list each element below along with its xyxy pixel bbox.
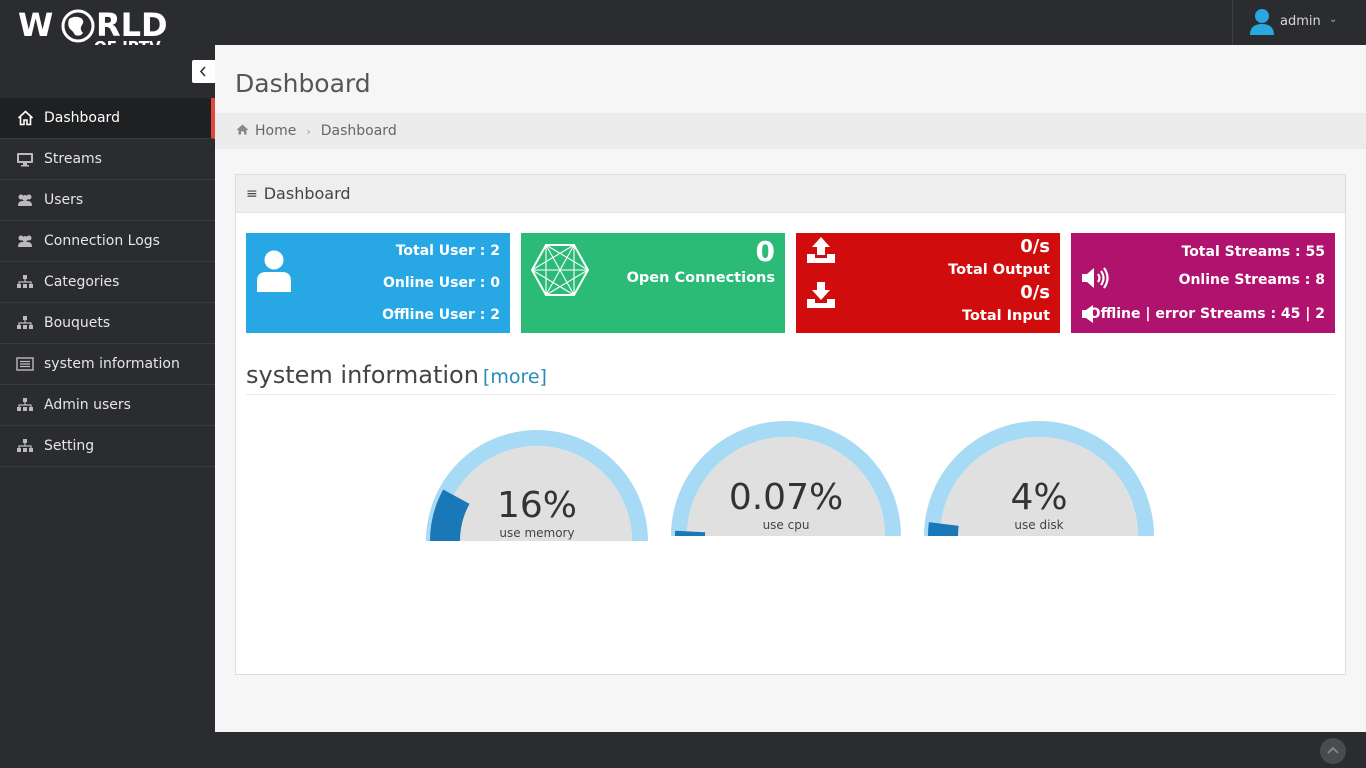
panel-title: Dashboard	[263, 184, 351, 203]
panel-header: ≡ Dashboard	[236, 175, 1345, 213]
chevron-left-icon	[199, 66, 206, 77]
user-avatar-icon	[1250, 9, 1274, 35]
online-users-text: Online User : 0	[383, 275, 500, 291]
sidebar-item-label: Setting	[44, 438, 95, 454]
cpu-gauge: 0.07% use cpu	[671, 421, 901, 538]
total-output-rate: 0/s	[1020, 236, 1050, 257]
sidebar-item-setting[interactable]: Setting	[0, 426, 215, 467]
traffic-stat-tile[interactable]: 0/s Total Output 0/s Total Input	[796, 233, 1060, 333]
sidebar-item-categories[interactable]: Categories	[0, 262, 215, 303]
online-streams-text: Online Streams : 8	[1178, 272, 1325, 288]
chevron-down-icon: ⌄	[1329, 14, 1338, 25]
volume-off-icon	[1082, 305, 1093, 323]
user-icon	[257, 250, 291, 292]
disk-gauge-dial	[924, 421, 1154, 537]
sitemap-icon	[16, 397, 34, 413]
home-icon	[236, 123, 249, 139]
sidebar-item-bouquets[interactable]: Bouquets	[0, 303, 215, 344]
sitemap-icon	[16, 438, 34, 454]
breadcrumb-current: Dashboard	[320, 123, 397, 139]
download-icon	[807, 282, 835, 308]
users-stat-tile[interactable]: Total User : 2 Online User : 0 Offline U…	[246, 233, 510, 333]
sidebar: Dashboard Streams Users Connection Logs …	[0, 45, 215, 732]
sidebar-item-connection-logs[interactable]: Connection Logs	[0, 221, 215, 262]
globe-icon	[61, 9, 95, 43]
offline-streams-text: Offline | error Streams : 45 | 2	[1088, 306, 1325, 322]
user-name: admin	[1280, 14, 1321, 29]
system-information-heading: system information [more]	[246, 361, 547, 389]
brand-line1-right: RLD	[96, 6, 168, 44]
breadcrumb-home-link[interactable]: Home	[255, 123, 297, 139]
memory-gauge-value: 16%	[496, 485, 577, 526]
disk-gauge-value: 4%	[1010, 477, 1068, 518]
chevron-up-icon	[1327, 746, 1339, 754]
chevron-right-icon: ›	[306, 124, 311, 138]
sidebar-item-dashboard[interactable]: Dashboard	[0, 98, 215, 139]
sidebar-item-label: Admin users	[44, 397, 131, 413]
page-title: Dashboard	[235, 69, 371, 98]
cpu-gauge-label: use cpu	[762, 518, 810, 532]
sidebar-item-label: Categories	[44, 274, 120, 290]
memory-gauge-dial	[426, 430, 648, 542]
sidebar-item-label: Dashboard	[44, 110, 120, 126]
brand-line1-left: W	[18, 6, 54, 44]
cpu-gauge-value: 0.07%	[728, 477, 844, 518]
sidebar-item-label: Users	[44, 192, 84, 208]
open-connections-count: 0	[755, 235, 775, 268]
top-bar: W RLD OF IPTV admin ⌄	[0, 0, 1366, 56]
total-input-rate: 0/s	[1020, 282, 1050, 303]
offline-users-text: Offline User : 2	[382, 307, 500, 323]
sidebar-item-label: system information	[44, 356, 180, 372]
footer	[0, 732, 1366, 768]
scroll-to-top-button[interactable]	[1320, 738, 1346, 764]
monitor-icon	[16, 151, 34, 167]
system-information-more-link[interactable]: [more]	[482, 366, 547, 388]
users-icon	[16, 192, 34, 208]
total-users-text: Total User : 2	[395, 243, 500, 259]
home-icon	[16, 110, 34, 126]
disk-gauge-fill	[928, 522, 959, 537]
sidebar-nav: Dashboard Streams Users Connection Logs …	[0, 98, 215, 467]
cpu-gauge-dial	[671, 421, 901, 537]
divider	[246, 394, 1335, 395]
sitemap-icon	[16, 274, 34, 290]
users-icon	[16, 233, 34, 249]
memory-gauge-label: use memory	[499, 526, 575, 540]
sidebar-toggle-button[interactable]	[192, 60, 215, 83]
user-menu[interactable]: admin ⌄	[1232, 0, 1366, 45]
disk-gauge-label: use disk	[1014, 518, 1064, 532]
total-input-label: Total Input	[961, 308, 1050, 324]
sidebar-item-label: Bouquets	[44, 315, 111, 331]
list-icon	[16, 356, 34, 372]
upload-icon	[807, 237, 835, 263]
sidebar-item-system-information[interactable]: system information	[0, 344, 215, 385]
memory-gauge: 16% use memory	[426, 429, 648, 543]
memory-gauge-fill	[430, 489, 470, 542]
network-hexagon-icon	[531, 244, 589, 296]
volume-high-icon	[1082, 267, 1109, 289]
connections-stat-tile[interactable]: 0 Open Connections	[521, 233, 785, 333]
streams-stat-tile[interactable]: Total Streams : 55 Online Streams : 8 Of…	[1071, 233, 1335, 333]
menu-icon: ≡	[246, 185, 258, 202]
sidebar-item-users[interactable]: Users	[0, 180, 215, 221]
sidebar-item-label: Streams	[44, 151, 102, 167]
main-content: Dashboard Home › Dashboard ≡ Dashboard T…	[215, 45, 1366, 732]
breadcrumb: Home › Dashboard	[215, 113, 1366, 149]
system-information-title: system information	[246, 361, 479, 389]
sidebar-item-streams[interactable]: Streams	[0, 139, 215, 180]
dashboard-panel: ≡ Dashboard Total User : 2 Online User :…	[235, 174, 1346, 675]
sidebar-item-admin-users[interactable]: Admin users	[0, 385, 215, 426]
sidebar-item-label: Connection Logs	[44, 233, 160, 249]
total-output-label: Total Output	[948, 262, 1050, 278]
total-streams-text: Total Streams : 55	[1181, 244, 1326, 260]
disk-gauge: 4% use disk	[924, 421, 1154, 538]
sitemap-icon	[16, 315, 34, 331]
open-connections-label: Open Connections	[626, 270, 775, 286]
